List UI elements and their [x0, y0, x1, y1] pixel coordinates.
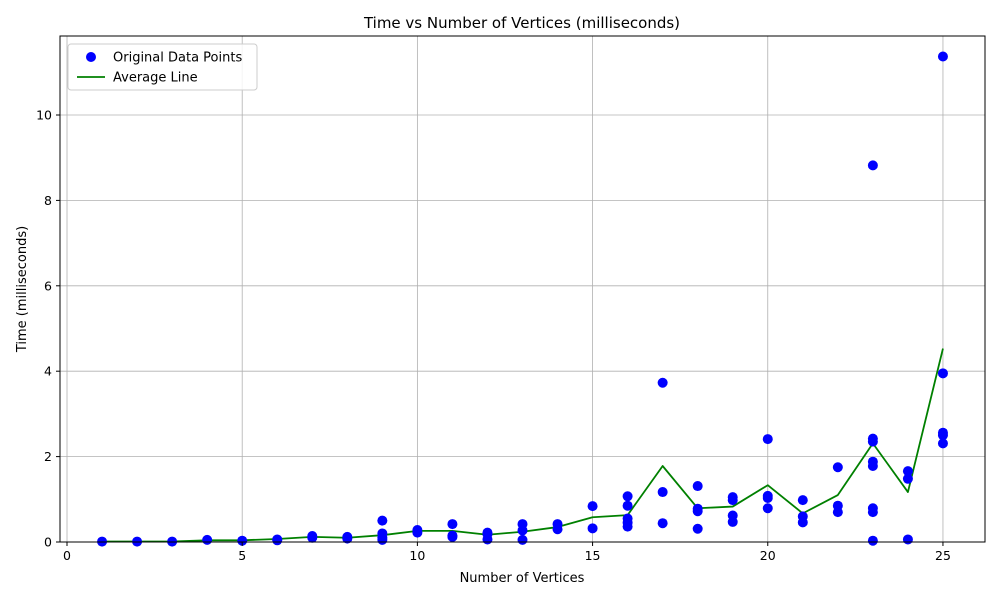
data-point [867, 436, 878, 447]
data-point [902, 466, 913, 477]
data-point [342, 533, 353, 544]
y-tick-label: 0 [44, 535, 52, 550]
y-tick-label: 4 [44, 364, 52, 379]
data-point [727, 495, 738, 506]
x-tick-label: 25 [935, 548, 951, 563]
data-point [657, 487, 668, 498]
data-point [762, 503, 773, 514]
y-tick-label: 8 [44, 193, 52, 208]
data-point [692, 523, 703, 534]
data-point [797, 517, 808, 528]
x-tick-label: 20 [760, 548, 776, 563]
data-point [867, 507, 878, 518]
data-point [902, 473, 913, 484]
data-point [377, 534, 388, 545]
data-point [237, 535, 248, 546]
legend-label-original-data-points: Original Data Points [113, 51, 242, 66]
data-point [937, 368, 948, 379]
data-point [867, 160, 878, 171]
data-point [202, 534, 213, 545]
legend-marker-original-data-points [86, 52, 96, 62]
data-point [937, 51, 948, 62]
data-point [797, 495, 808, 506]
data-point [832, 462, 843, 473]
data-point [482, 534, 493, 545]
data-point [622, 521, 633, 532]
y-tick-label: 2 [44, 449, 52, 464]
data-point [692, 506, 703, 517]
data-point [692, 481, 703, 492]
x-axis-label: Number of Vertices [460, 571, 585, 586]
legend: Original Data Points Average Line [67, 43, 258, 91]
data-point [272, 535, 283, 546]
legend-label-average-line: Average Line [113, 71, 198, 86]
x-tick-label: 10 [409, 548, 425, 563]
data-points-layer [97, 51, 948, 547]
data-point [762, 493, 773, 504]
data-point [587, 523, 598, 534]
y-tick-label: 6 [44, 278, 52, 293]
data-point [552, 524, 563, 535]
data-point [517, 525, 528, 536]
data-point [622, 500, 633, 511]
legend-box [67, 43, 258, 91]
x-tick-label: 5 [238, 548, 246, 563]
chart-title: Time vs Number of Vertices (milliseconds… [363, 14, 680, 32]
data-point [867, 535, 878, 546]
data-point [937, 438, 948, 449]
data-point [377, 515, 388, 526]
data-point [832, 507, 843, 518]
data-point [902, 534, 913, 545]
data-point [657, 377, 668, 388]
data-point [517, 534, 528, 545]
data-point [447, 519, 458, 530]
data-point [307, 532, 318, 543]
y-tick-label: 10 [36, 107, 52, 122]
data-point [447, 531, 458, 542]
y-axis-label: Time (milliseconds) [15, 226, 30, 353]
data-point [657, 518, 668, 529]
data-point [622, 491, 633, 502]
data-point [762, 434, 773, 445]
data-point [412, 527, 423, 538]
x-tick-label: 0 [63, 548, 71, 563]
data-point [727, 516, 738, 527]
data-point [587, 501, 598, 512]
y-axis-ticks: 0 2 4 6 8 10 [36, 107, 60, 550]
plot-frame [59, 35, 986, 543]
data-point [867, 460, 878, 471]
x-tick-label: 15 [585, 548, 601, 563]
x-axis-ticks: 0 5 10 15 20 25 [63, 542, 951, 563]
data-point [937, 430, 948, 441]
